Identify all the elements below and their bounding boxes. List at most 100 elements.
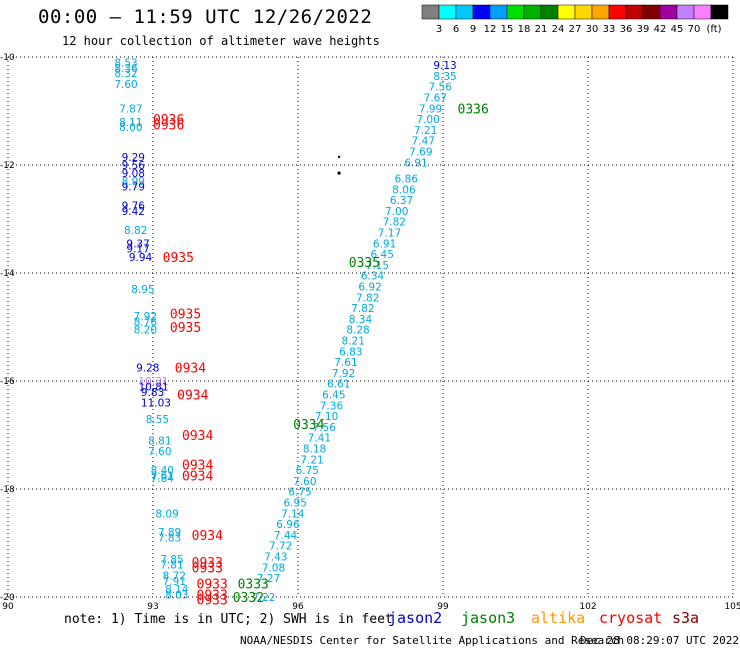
- swh-value-label: 7.82: [383, 217, 406, 229]
- colorbar-tick-label: 24: [552, 24, 565, 35]
- pass-time-label: 0934: [182, 429, 213, 444]
- satellite-legend-jason3: jason3: [461, 609, 516, 627]
- colorbar-unit-label: (ft): [706, 24, 721, 35]
- swh-value-label: 8.14: [165, 584, 189, 596]
- swh-value-label: 7.17: [378, 228, 401, 240]
- pass-time-label: 0933: [192, 561, 223, 576]
- swh-value-label: 6.45: [371, 249, 394, 261]
- swh-value-label: 7.56: [429, 82, 453, 94]
- lat-tick-label: -20: [0, 593, 15, 603]
- pass-time-label: 0935: [170, 308, 201, 323]
- swh-value-label: 9.17: [126, 244, 149, 256]
- swh-value-label: 8.81: [148, 435, 171, 447]
- colorbar-tick-label: 27: [569, 24, 582, 35]
- swh-value-label: 9.42: [122, 206, 145, 218]
- lon-tick-label: 99: [437, 602, 449, 612]
- swh-value-label: 9.37: [126, 238, 149, 250]
- swh-value-label: 8.18: [303, 444, 326, 456]
- island-marker: [337, 155, 341, 159]
- colorbar-tick-label: 12: [484, 24, 497, 35]
- swh-value-label: 7.43: [264, 552, 287, 564]
- swh-value-label: 6.75: [296, 465, 319, 477]
- swh-value-label: 9.28: [136, 363, 159, 375]
- swh-value-label: 6.92: [358, 282, 381, 294]
- swh-value-label: 7.60: [148, 446, 171, 458]
- credit-line: NOAA/NESDIS Center for Satellite Applica…: [240, 634, 625, 647]
- swh-value-label: 7.00: [385, 206, 408, 218]
- colorbar-tick-label: 45: [671, 24, 684, 35]
- pass-time-label: 0933: [197, 588, 228, 603]
- colorbar-tick-label: 9: [470, 24, 476, 35]
- swh-value-label: 9.83: [141, 387, 164, 399]
- colorbar-legend: 3 6 9 12 15 18 21 24 27 30 33 36 39 42 45 70 (ft): [421, 4, 729, 35]
- timestamp: Dec 28 08:29:07 UTC 2022: [580, 634, 739, 647]
- pass-time-label: 0333: [238, 578, 269, 593]
- colorbar-swatch: [710, 4, 729, 20]
- pass-time-label: 0936: [153, 119, 184, 134]
- swh-value-label: 7.21: [300, 454, 323, 466]
- satellite-legend-jason2: jason2: [388, 609, 443, 627]
- swh-value-label: 7.69: [409, 147, 432, 159]
- swh-value-label: 8.21: [342, 336, 365, 348]
- swh-value-label: 7.61: [151, 471, 174, 483]
- pass-time-label: 0934: [177, 389, 208, 404]
- swh-value-label: 8.53: [114, 57, 137, 69]
- swh-value-label: 7.83: [158, 533, 181, 545]
- swh-value-label: 8.35: [433, 71, 456, 83]
- swh-value-label: 8.34: [349, 314, 373, 326]
- swh-value-label: 10.81: [139, 381, 169, 393]
- swh-value-label: 9.29: [122, 152, 145, 164]
- swh-value-label: 8.00: [119, 122, 142, 134]
- lon-tick-label: 96: [292, 602, 304, 612]
- swh-value-label: 7.81: [160, 560, 183, 572]
- swh-value-label: 7.36: [320, 400, 344, 412]
- swh-value-label: 6.91: [404, 157, 427, 169]
- swh-value-label: 7.84: [151, 473, 175, 485]
- swh-value-label: 7.47: [412, 136, 435, 148]
- swh-value-label: 7.92: [332, 368, 355, 380]
- pass-time-label: 0334: [293, 418, 324, 433]
- swh-value-label: 7.72: [269, 541, 292, 553]
- swh-value-label: 7.00: [416, 114, 439, 126]
- swh-value-label: 10.31: [139, 376, 169, 388]
- swh-value-label: 8.55: [146, 414, 169, 426]
- swh-value-label: 7.99: [419, 103, 442, 115]
- swh-value-label: 8.20: [134, 325, 157, 337]
- swh-value-label: 8.11: [119, 117, 142, 129]
- swh-value-label: 7.27: [257, 573, 280, 585]
- swh-value-label: 7.14: [281, 508, 305, 520]
- colorbar-tick-label: 36: [620, 24, 633, 35]
- pass-time-label: 0935: [163, 251, 194, 266]
- colorbar-tick-label: 18: [518, 24, 531, 35]
- swh-value-label: 8.36: [114, 63, 138, 75]
- swh-value-label: 9.94: [129, 252, 153, 264]
- swh-value-label: 7.41: [308, 433, 331, 445]
- pass-time-label: 0935: [170, 321, 201, 336]
- pass-time-label: 0332: [233, 591, 264, 606]
- swh-value-label: 6.75: [288, 487, 311, 499]
- swh-value-label: 7.82: [356, 292, 379, 304]
- pass-time-label: 0936: [153, 113, 184, 128]
- satellite-legend-s3a: s3a: [672, 609, 700, 627]
- swh-value-label: 9.76: [122, 201, 146, 213]
- lat-tick-label: -16: [0, 377, 15, 387]
- swh-value-label: 7.21: [414, 125, 437, 137]
- swh-value-label: 9.08: [122, 168, 145, 180]
- swh-value-label: 6.83: [339, 346, 362, 358]
- lon-tick-label: 102: [579, 602, 596, 612]
- swh-value-label: 9.79: [122, 182, 145, 194]
- colorbar-tick-label: 39: [637, 24, 650, 35]
- swh-value-label: 7.10: [315, 411, 338, 423]
- pass-time-label: 0933: [192, 556, 223, 571]
- colorbar-tick-label: 70: [688, 24, 701, 35]
- lat-tick-label: -12: [0, 161, 15, 171]
- swh-value-label: 7.15: [366, 260, 389, 272]
- lat-tick-label: -18: [0, 485, 15, 495]
- lon-tick-label: 105: [724, 602, 740, 612]
- swh-value-label: 7.91: [163, 576, 186, 588]
- swh-value-label: 6.95: [284, 498, 307, 510]
- pass-time-label: 0933: [197, 578, 228, 593]
- swh-value-label: 7.56: [313, 422, 337, 434]
